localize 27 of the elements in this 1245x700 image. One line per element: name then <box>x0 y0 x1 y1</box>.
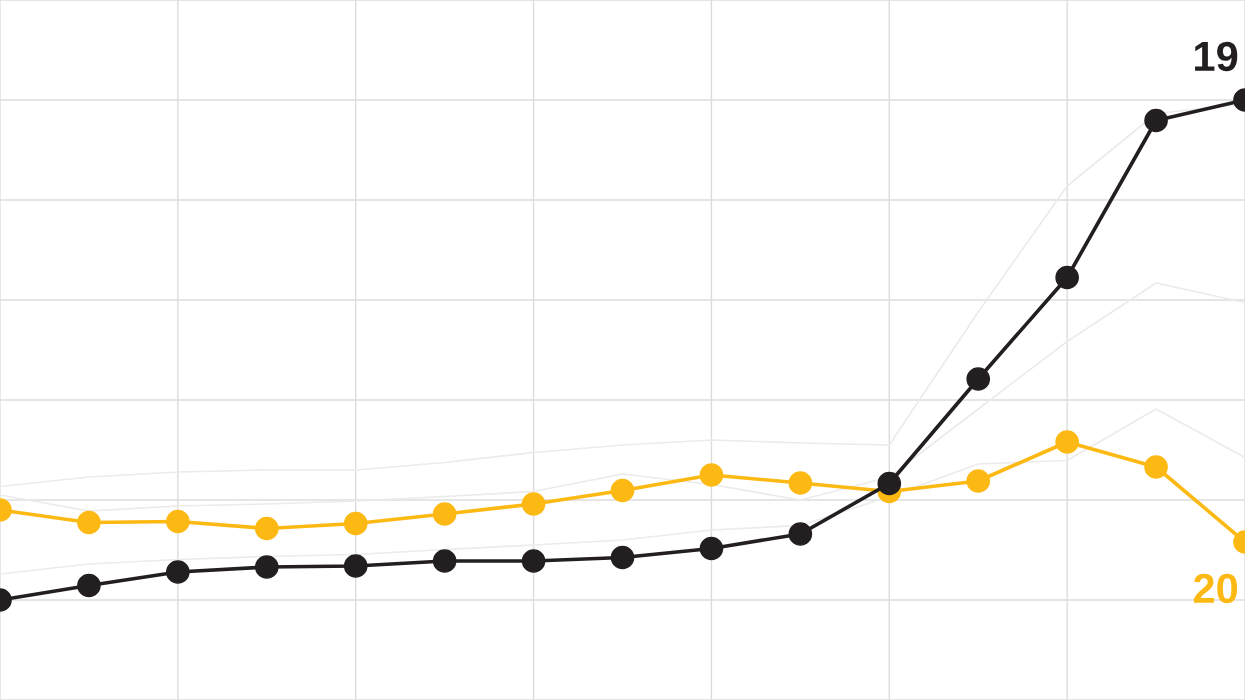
point <box>254 555 279 579</box>
point <box>166 509 190 534</box>
point <box>166 560 190 584</box>
point <box>610 545 635 570</box>
series-label: 20 <box>1193 573 1238 604</box>
point <box>966 367 991 391</box>
point <box>966 469 991 493</box>
point <box>77 510 101 535</box>
point <box>432 502 457 526</box>
point <box>788 471 813 495</box>
point <box>521 492 546 516</box>
point <box>788 522 813 546</box>
point <box>254 516 279 541</box>
point <box>1144 455 1168 479</box>
point <box>343 554 368 578</box>
point <box>521 549 546 573</box>
point <box>699 536 724 561</box>
point <box>1055 265 1079 290</box>
point <box>1144 108 1168 133</box>
point <box>699 463 724 487</box>
point <box>610 478 635 503</box>
point <box>877 471 902 496</box>
point <box>77 573 101 598</box>
point <box>343 511 368 536</box>
point <box>1055 430 1079 454</box>
series-label: 19 <box>1195 41 1238 72</box>
point <box>432 549 457 573</box>
